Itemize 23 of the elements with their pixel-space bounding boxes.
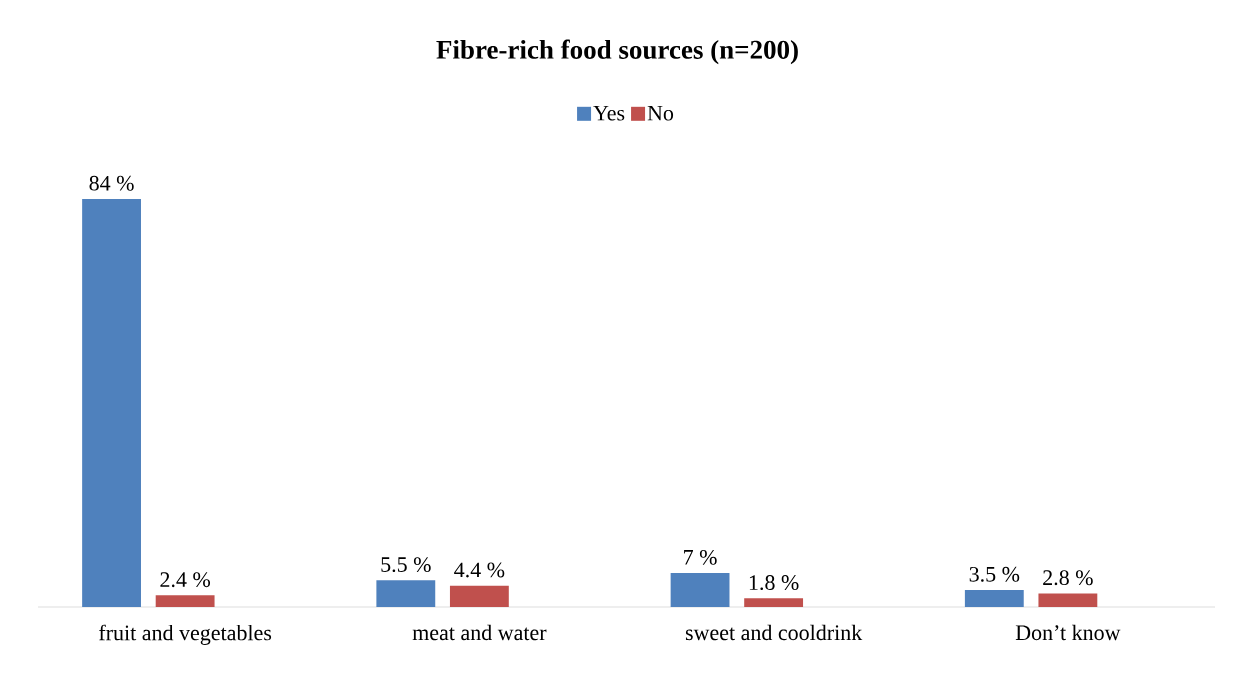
bar bbox=[376, 580, 436, 607]
data-label: 3.5 % bbox=[969, 566, 1020, 582]
data-label: 1.8 % bbox=[749, 575, 799, 591]
data-label: 7 % bbox=[684, 549, 717, 565]
x-tick-label: fruit and vegetables bbox=[99, 624, 272, 645]
x-tick-label: sweet and cooldrink bbox=[685, 624, 863, 641]
x-tick-label: meat and water bbox=[412, 624, 547, 641]
bar bbox=[964, 590, 1024, 607]
bar bbox=[155, 595, 215, 607]
bar bbox=[449, 585, 509, 607]
data-label: 4.4 % bbox=[454, 562, 505, 578]
data-label: 2.4 % bbox=[160, 572, 211, 588]
bar bbox=[1038, 593, 1098, 607]
data-label: 84 % bbox=[89, 175, 134, 191]
bar bbox=[82, 198, 141, 607]
legend-label: No bbox=[647, 105, 674, 121]
chart-title: Fibre-rich food sources (n=200) bbox=[436, 39, 798, 65]
data-label: 5.5 % bbox=[381, 557, 431, 573]
x-tick-label: Don’t know bbox=[1015, 624, 1121, 641]
bar bbox=[744, 598, 804, 607]
legend-label: Yes bbox=[593, 105, 625, 121]
bar bbox=[670, 572, 730, 607]
data-label: 2.8 % bbox=[1043, 570, 1093, 586]
